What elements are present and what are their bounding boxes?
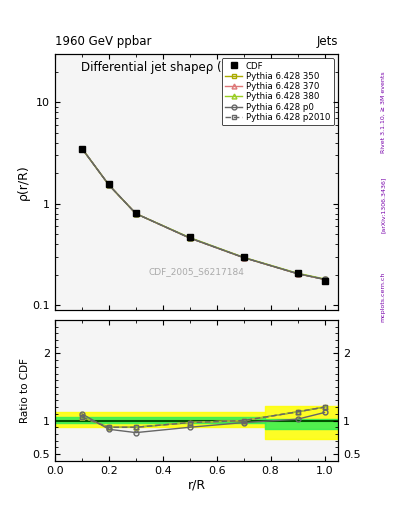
Text: CDF_2005_S6217184: CDF_2005_S6217184 xyxy=(149,267,244,276)
Pythia 6.428 350 xyxy=(187,235,192,241)
Pythia 6.428 380 xyxy=(134,210,138,217)
Line: Pythia 6.428 380: Pythia 6.428 380 xyxy=(79,146,327,281)
Text: 1960 GeV ppbar: 1960 GeV ppbar xyxy=(55,35,152,48)
Pythia 6.428 380 xyxy=(322,276,327,282)
CDF xyxy=(187,234,192,240)
Pythia 6.428 370 xyxy=(107,182,111,188)
Pythia 6.428 350 xyxy=(241,254,246,261)
Line: Pythia 6.428 350: Pythia 6.428 350 xyxy=(79,146,327,282)
Pythia 6.428 370 xyxy=(322,276,327,283)
Pythia 6.428 370 xyxy=(241,254,246,261)
Pythia 6.428 p0 xyxy=(322,276,327,283)
Pythia 6.428 370 xyxy=(80,145,84,152)
Legend: CDF, Pythia 6.428 350, Pythia 6.428 370, Pythia 6.428 380, Pythia 6.428 p0, Pyth: CDF, Pythia 6.428 350, Pythia 6.428 370,… xyxy=(222,58,334,125)
Pythia 6.428 p2010 xyxy=(295,270,300,276)
Text: [arXiv:1306.3436]: [arXiv:1306.3436] xyxy=(381,177,386,233)
CDF xyxy=(107,181,111,187)
Text: Rivet 3.1.10, ≥ 3M events: Rivet 3.1.10, ≥ 3M events xyxy=(381,72,386,154)
CDF xyxy=(241,254,246,260)
Pythia 6.428 p2010 xyxy=(187,235,192,241)
Text: Jets: Jets xyxy=(316,35,338,48)
Y-axis label: Ratio to CDF: Ratio to CDF xyxy=(20,358,30,423)
Pythia 6.428 380 xyxy=(295,270,300,276)
CDF xyxy=(295,269,300,275)
Text: Differential jet shapeρ (73 < p_T < 84): Differential jet shapeρ (73 < p_T < 84) xyxy=(81,61,312,74)
Pythia 6.428 350 xyxy=(295,270,300,276)
Pythia 6.428 p0 xyxy=(80,145,84,152)
Pythia 6.428 350 xyxy=(322,276,327,283)
Pythia 6.428 p0 xyxy=(187,235,192,241)
Text: mcplots.cern.ch: mcplots.cern.ch xyxy=(381,272,386,322)
Pythia 6.428 380 xyxy=(187,234,192,241)
Pythia 6.428 p0 xyxy=(241,254,246,261)
Pythia 6.428 p2010 xyxy=(322,276,327,283)
Pythia 6.428 370 xyxy=(134,210,138,217)
Line: Pythia 6.428 p2010: Pythia 6.428 p2010 xyxy=(79,146,327,282)
Pythia 6.428 350 xyxy=(80,145,84,152)
Pythia 6.428 p0 xyxy=(134,210,138,217)
Line: CDF: CDF xyxy=(79,145,328,284)
CDF xyxy=(80,145,84,152)
Pythia 6.428 p2010 xyxy=(241,254,246,261)
Pythia 6.428 380 xyxy=(107,182,111,188)
Pythia 6.428 p2010 xyxy=(107,182,111,188)
Pythia 6.428 p0 xyxy=(107,182,111,188)
Pythia 6.428 p0 xyxy=(295,270,300,276)
Line: Pythia 6.428 370: Pythia 6.428 370 xyxy=(79,146,327,282)
Pythia 6.428 p2010 xyxy=(80,145,84,152)
Y-axis label: ρ(r/R): ρ(r/R) xyxy=(17,164,30,200)
Pythia 6.428 380 xyxy=(241,254,246,261)
Pythia 6.428 350 xyxy=(134,210,138,217)
CDF xyxy=(134,209,138,216)
Pythia 6.428 380 xyxy=(80,145,84,152)
Line: Pythia 6.428 p0: Pythia 6.428 p0 xyxy=(79,146,327,282)
Pythia 6.428 p2010 xyxy=(134,210,138,217)
Pythia 6.428 350 xyxy=(107,182,111,188)
CDF xyxy=(322,278,327,284)
Pythia 6.428 370 xyxy=(295,270,300,276)
Pythia 6.428 370 xyxy=(187,235,192,241)
X-axis label: r/R: r/R xyxy=(187,478,206,492)
